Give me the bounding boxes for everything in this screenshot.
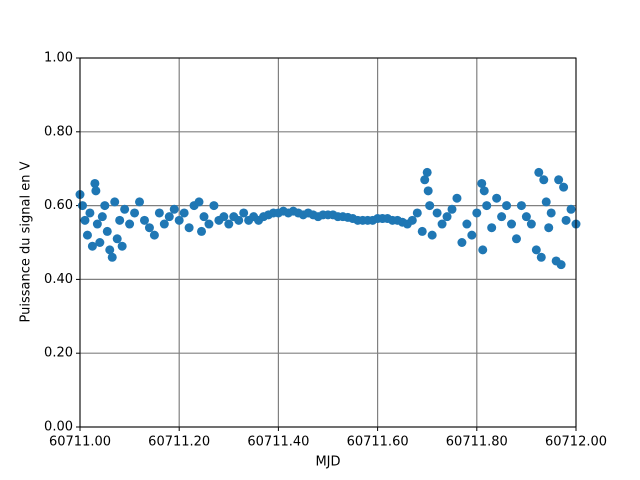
point: [427, 230, 437, 240]
y-tick-label: 0.20: [44, 346, 73, 361]
x-tick-label: 60711.60: [347, 435, 409, 450]
point: [154, 208, 164, 218]
point: [130, 208, 140, 218]
point: [199, 212, 209, 222]
point: [502, 201, 512, 211]
point: [472, 208, 482, 218]
point: [102, 226, 112, 236]
point: [85, 208, 95, 218]
point: [477, 178, 487, 188]
point: [556, 260, 566, 270]
point: [497, 212, 507, 222]
point: [77, 201, 87, 211]
point: [82, 230, 92, 240]
point: [521, 212, 531, 222]
point: [120, 204, 130, 214]
point: [110, 197, 120, 207]
point: [179, 208, 189, 218]
point: [559, 182, 569, 192]
point: [526, 219, 536, 229]
point: [507, 219, 517, 229]
point: [482, 201, 492, 211]
x-tick-label: 60711.00: [49, 435, 111, 450]
point: [105, 245, 115, 255]
point: [536, 252, 546, 262]
point: [566, 204, 576, 214]
point: [239, 208, 249, 218]
point: [197, 226, 207, 236]
point: [511, 234, 521, 244]
x-tick-label: 60711.80: [446, 435, 508, 450]
y-tick-label: 0.80: [44, 124, 73, 139]
point: [425, 201, 435, 211]
point: [541, 197, 551, 207]
point: [516, 201, 526, 211]
point: [139, 215, 149, 225]
point: [91, 186, 101, 196]
point: [234, 215, 244, 225]
point: [437, 219, 447, 229]
point: [149, 230, 159, 240]
point: [224, 219, 234, 229]
x-tick-label: 60711.40: [247, 435, 309, 450]
point: [169, 204, 179, 214]
point: [209, 201, 219, 211]
point: [92, 219, 102, 229]
point: [100, 201, 110, 211]
point: [423, 186, 433, 196]
point: [144, 223, 154, 233]
point: [492, 193, 502, 203]
point: [417, 226, 427, 236]
point: [184, 223, 194, 233]
point: [420, 175, 430, 185]
point: [531, 245, 541, 255]
point: [164, 212, 174, 222]
point: [534, 167, 544, 177]
point: [452, 193, 462, 203]
point: [194, 197, 204, 207]
point: [107, 252, 117, 262]
x-tick-label: 60712.00: [545, 435, 607, 450]
point: [478, 245, 488, 255]
point: [219, 212, 229, 222]
point: [135, 197, 145, 207]
y-tick-label: 0.60: [44, 198, 73, 213]
y-tick-label: 0.00: [44, 420, 73, 435]
point: [487, 223, 497, 233]
point: [539, 175, 549, 185]
point: [159, 219, 169, 229]
point: [97, 212, 107, 222]
point: [87, 241, 97, 251]
point: [117, 241, 127, 251]
point: [432, 208, 442, 218]
point: [204, 219, 214, 229]
point: [112, 234, 122, 244]
point: [95, 238, 105, 247]
x-axis-label: MJD: [315, 455, 340, 470]
point: [407, 215, 417, 225]
point: [561, 215, 571, 225]
point: [544, 223, 554, 233]
point: [80, 215, 90, 225]
x-tick-label: 60711.20: [148, 435, 210, 450]
point: [115, 215, 125, 225]
point: [467, 230, 477, 240]
point: [125, 219, 135, 229]
point: [554, 175, 564, 185]
y-tick-label: 0.40: [44, 272, 73, 287]
point: [447, 204, 457, 214]
point: [90, 178, 100, 188]
y-tick-label: 1.00: [44, 51, 73, 66]
y-axis-label: Puissance du signal en V: [19, 161, 34, 322]
point: [457, 238, 467, 247]
point: [412, 208, 422, 218]
point: [462, 219, 472, 229]
point: [174, 215, 184, 225]
point: [546, 208, 556, 218]
plot-frame: [79, 57, 577, 428]
point: [479, 186, 489, 196]
point: [422, 167, 432, 177]
point: [442, 212, 452, 222]
